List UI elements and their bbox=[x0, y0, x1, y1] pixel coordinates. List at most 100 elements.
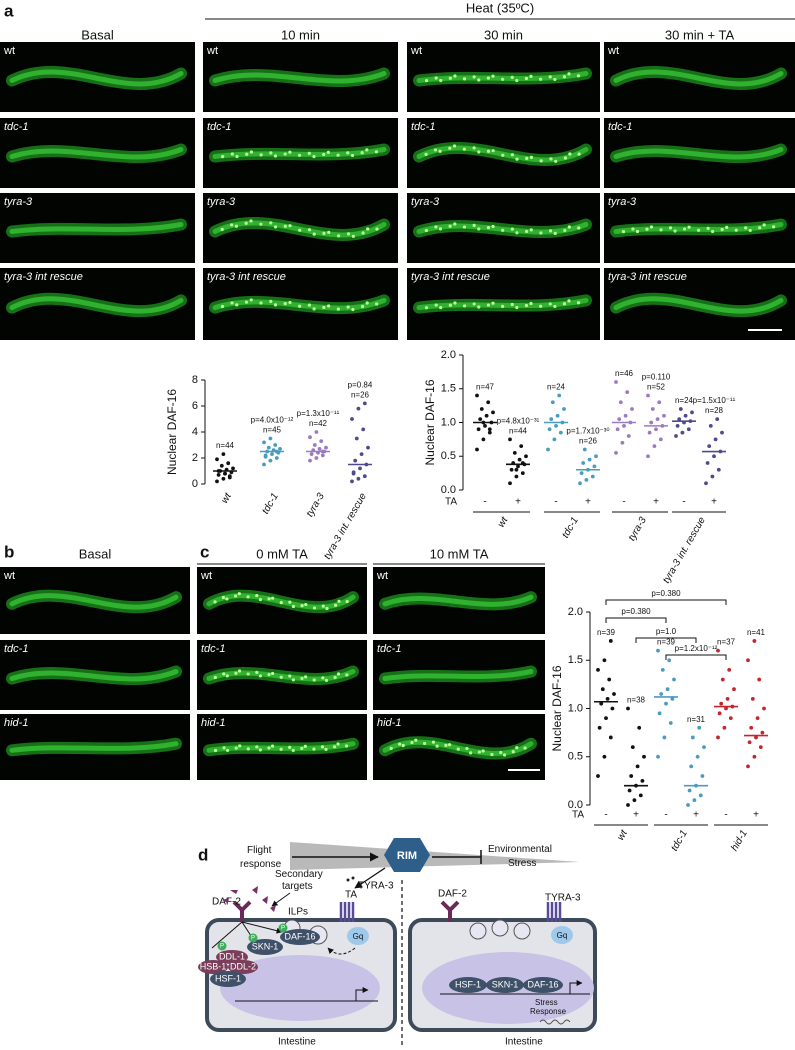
data-dot bbox=[713, 437, 718, 442]
gq bbox=[347, 927, 369, 945]
data-dot bbox=[707, 444, 712, 449]
data-dot bbox=[312, 443, 317, 447]
y-tick-label: 1.5 bbox=[441, 383, 456, 395]
worm-core bbox=[212, 71, 387, 84]
data-dot bbox=[705, 461, 710, 465]
data-dot bbox=[675, 423, 680, 428]
nucleus-spot bbox=[271, 671, 275, 676]
nucleus-spot bbox=[273, 303, 278, 307]
data-dot bbox=[579, 471, 584, 476]
environmental-stress: Environmental Stress bbox=[488, 844, 552, 869]
nucleus-spot bbox=[244, 221, 248, 225]
nucleus-spot bbox=[525, 156, 529, 160]
data-dot bbox=[308, 435, 312, 440]
data-dot bbox=[592, 464, 597, 469]
data-dot bbox=[618, 400, 623, 405]
nucleus-spot bbox=[279, 747, 283, 751]
receptor bbox=[232, 900, 252, 922]
worm-core bbox=[9, 69, 184, 87]
data-dot bbox=[672, 677, 676, 682]
nucleus-spot bbox=[255, 670, 259, 674]
worm-core bbox=[9, 669, 179, 682]
nucleus-spot bbox=[472, 223, 476, 227]
cell-label: Intestine bbox=[278, 1037, 316, 1048]
data-dot bbox=[319, 439, 324, 443]
data-dot bbox=[638, 793, 643, 798]
nucleus-spot bbox=[220, 304, 225, 309]
data-dot bbox=[600, 687, 605, 692]
nucleus-spot bbox=[336, 153, 340, 157]
ta-level: - bbox=[554, 497, 557, 508]
nucleus-spot bbox=[649, 225, 654, 229]
nucleus-spot bbox=[511, 750, 515, 754]
nucleus-spot bbox=[645, 227, 649, 231]
nucleus-spot bbox=[333, 675, 337, 680]
nucleus-spot bbox=[439, 78, 443, 83]
nucleus-spot bbox=[269, 299, 273, 303]
transcript bbox=[539, 1019, 571, 1025]
data-dot bbox=[215, 457, 219, 462]
nucleus-spot bbox=[327, 304, 331, 308]
data-dot bbox=[356, 476, 361, 481]
data-dot bbox=[547, 427, 552, 432]
data-dot bbox=[262, 440, 266, 445]
data-dot bbox=[747, 740, 752, 745]
nucleus-spot bbox=[304, 675, 308, 679]
nucleus-spot bbox=[307, 151, 311, 156]
nucleus-spot bbox=[720, 227, 724, 232]
data-dot bbox=[615, 427, 620, 432]
data-dot bbox=[646, 454, 650, 459]
nucleus-spot bbox=[529, 301, 533, 306]
ta-level: - bbox=[622, 497, 625, 508]
data-dot bbox=[219, 463, 224, 468]
tile-label: wt bbox=[200, 570, 212, 582]
nucleus-spot bbox=[424, 306, 429, 310]
nucleus-spot bbox=[235, 154, 239, 159]
annotation: n=46 bbox=[615, 369, 634, 378]
data-dot bbox=[359, 452, 364, 456]
data-dot bbox=[626, 434, 631, 438]
nucleus-spot bbox=[682, 227, 687, 231]
data-dot bbox=[758, 745, 763, 749]
nucleus-spot bbox=[366, 227, 370, 231]
data-dot bbox=[647, 430, 652, 435]
nucleus-spot bbox=[246, 595, 250, 599]
bracket bbox=[635, 637, 697, 643]
nucleus-spot bbox=[453, 301, 457, 305]
nucleus-spot bbox=[469, 751, 473, 755]
data-dot bbox=[695, 754, 700, 759]
data-dot bbox=[519, 444, 524, 449]
bracket bbox=[605, 599, 727, 605]
p-value: p=1.2x10⁻¹² bbox=[675, 644, 718, 653]
nucleus-spot bbox=[706, 226, 710, 231]
nucleus-spot bbox=[283, 152, 287, 156]
vesicle bbox=[491, 919, 509, 937]
tile-label: wt bbox=[376, 570, 388, 582]
nucleus-spot bbox=[237, 669, 242, 673]
data-dot bbox=[617, 417, 622, 422]
data-dot bbox=[602, 754, 607, 759]
annotation: n=38 bbox=[627, 696, 646, 705]
data-dot bbox=[732, 687, 736, 692]
nucleus-spot bbox=[510, 153, 514, 157]
data-dot bbox=[662, 413, 666, 418]
data-dot bbox=[351, 471, 356, 476]
nucleus-spot bbox=[529, 155, 534, 159]
data-dot bbox=[514, 467, 519, 472]
nucleus-spot bbox=[351, 307, 355, 312]
nucleus-spot bbox=[515, 157, 519, 161]
data-dot bbox=[755, 716, 760, 721]
ta-label: TA bbox=[572, 810, 584, 821]
nucleus-spot bbox=[258, 674, 263, 678]
nucleus-spot bbox=[291, 678, 295, 682]
heat-header: Heat (35ºC) bbox=[466, 0, 534, 15]
data-dot bbox=[227, 475, 232, 480]
nucleus-spot bbox=[424, 228, 428, 233]
nucleus-spot bbox=[548, 302, 552, 306]
tyra3-receptor bbox=[339, 902, 355, 922]
nucleus-spot bbox=[553, 231, 557, 235]
nucleus-spot bbox=[515, 305, 519, 310]
data-dot bbox=[698, 793, 703, 798]
nucleus-spot bbox=[375, 227, 379, 231]
promoter-arrow bbox=[569, 980, 583, 994]
